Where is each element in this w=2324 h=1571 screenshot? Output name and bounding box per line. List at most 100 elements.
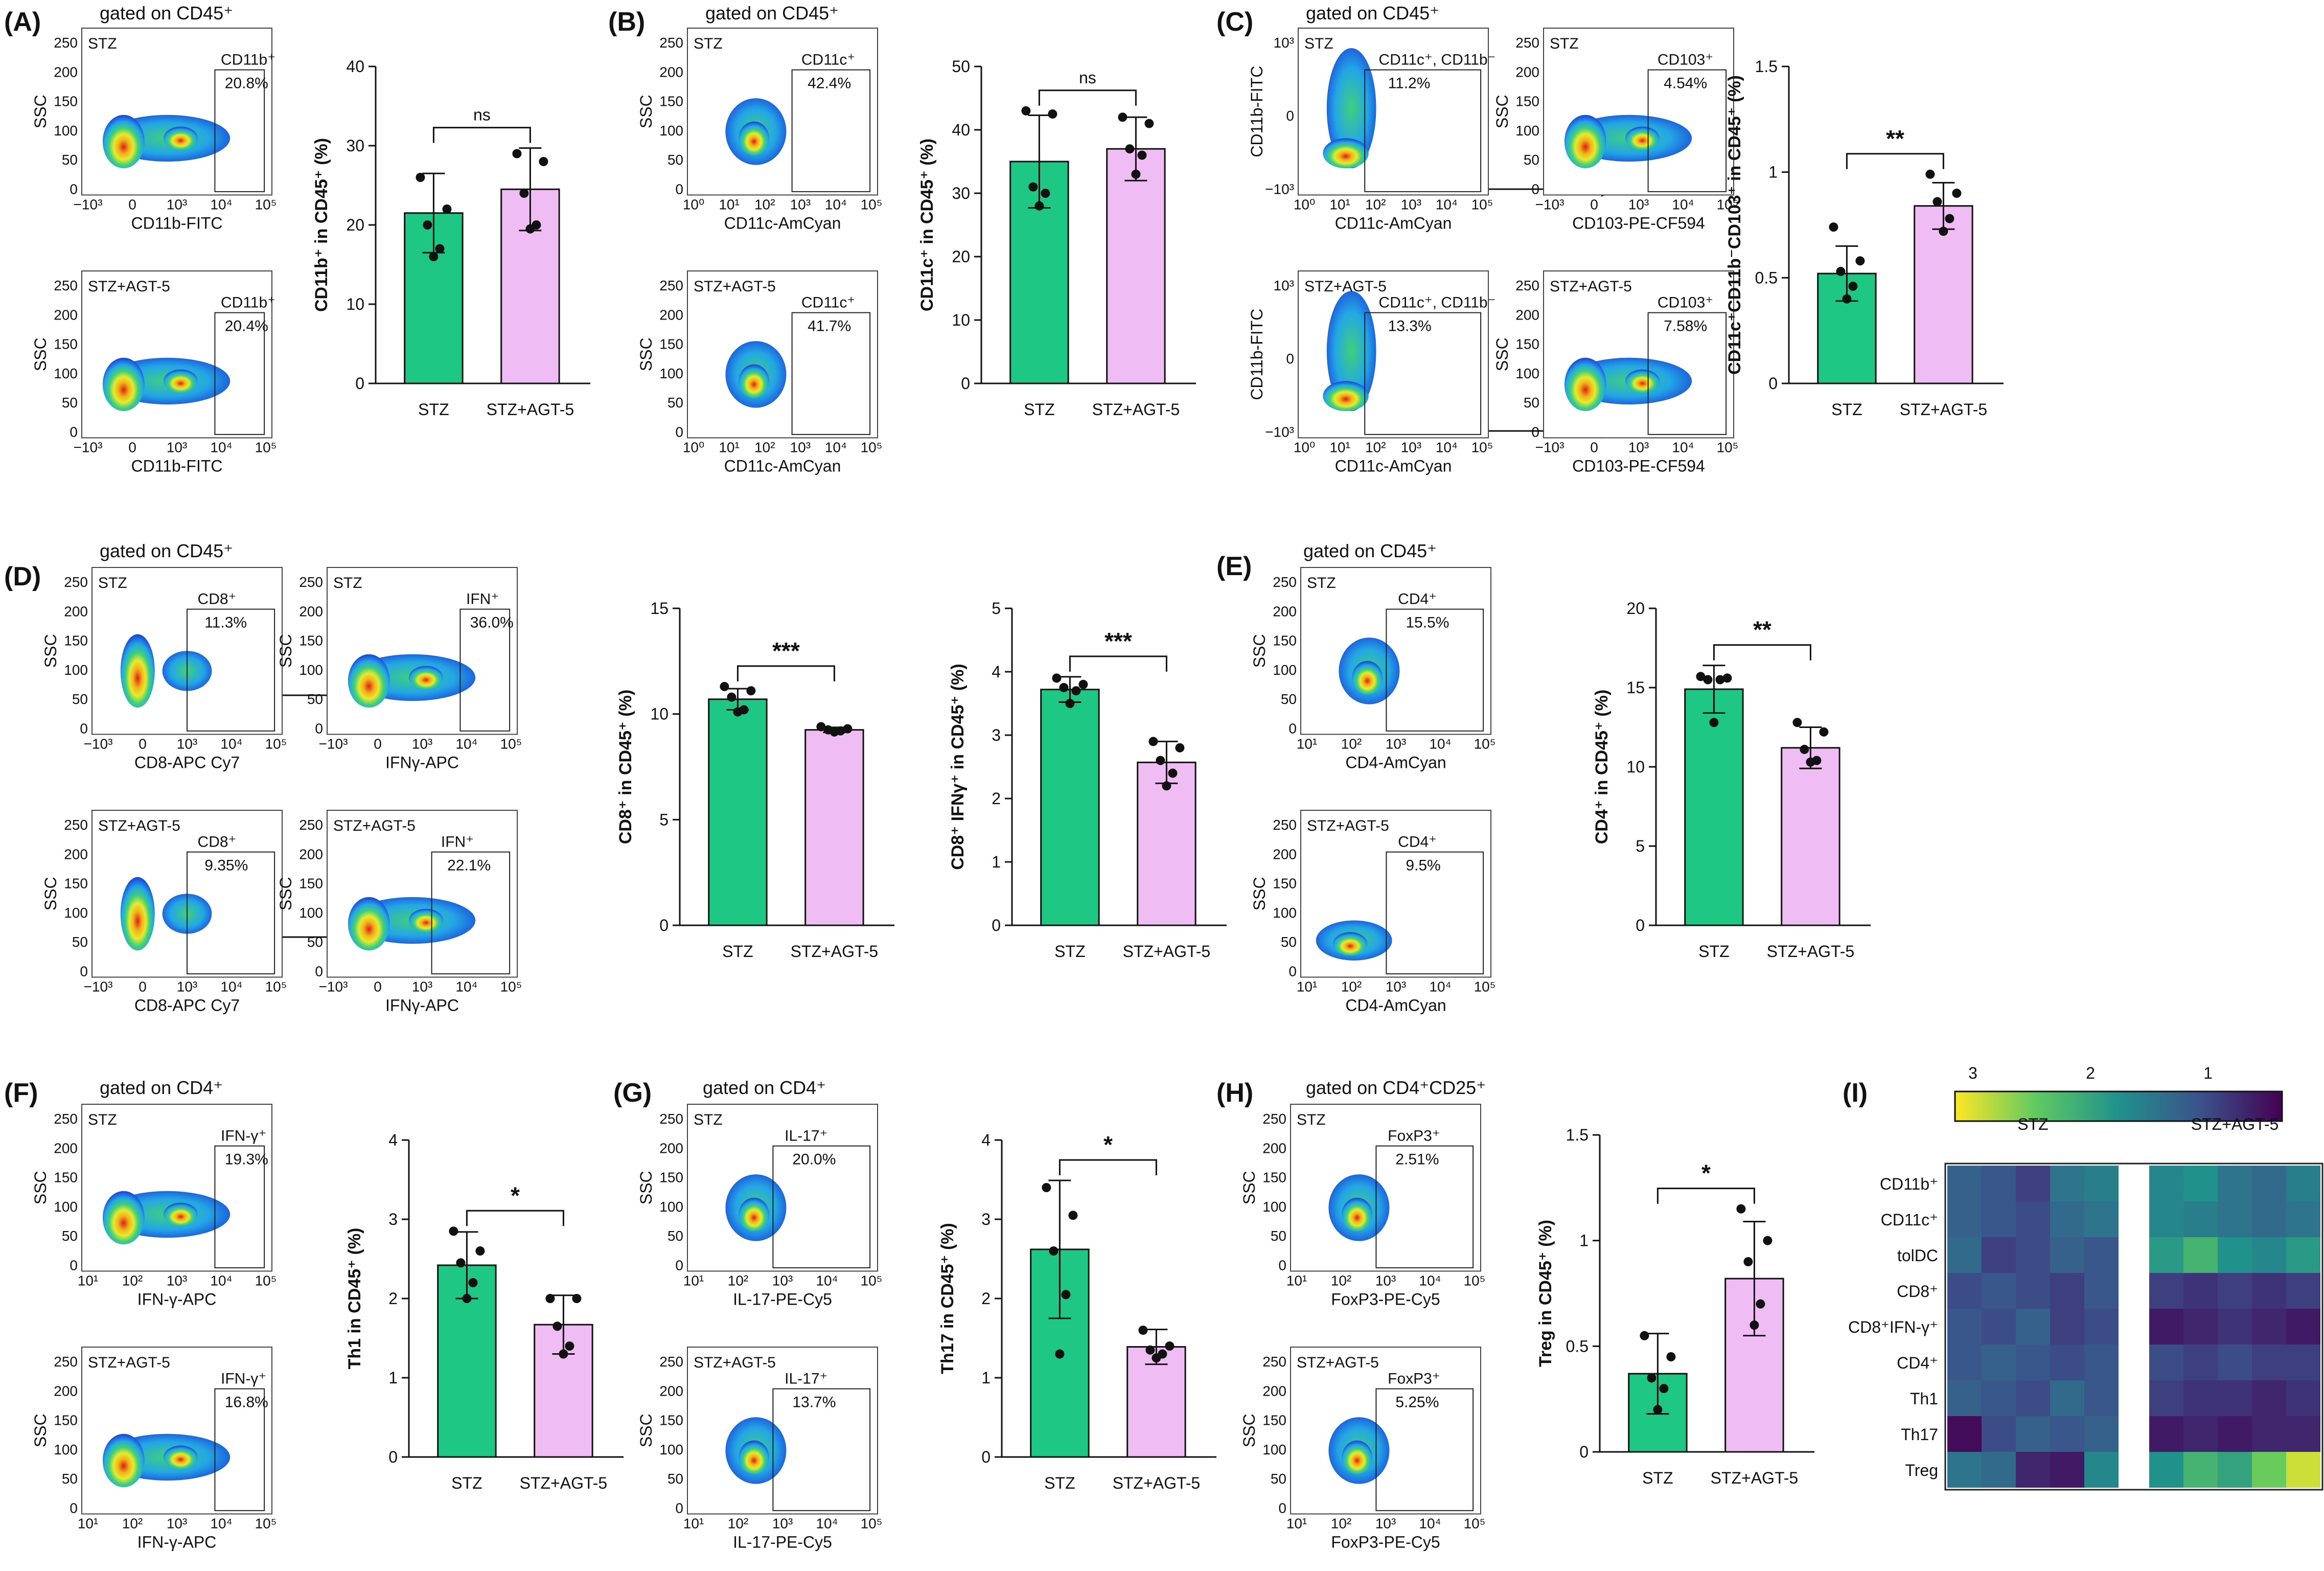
- x-tick-label: 10³: [177, 978, 197, 994]
- y-tick-label: 150: [1262, 1413, 1286, 1428]
- heatmap-cell: [2183, 1273, 2218, 1309]
- flow-plot-frame: [1290, 1347, 1481, 1515]
- data-point: [1715, 675, 1725, 685]
- x-tick-label: 10⁴: [210, 196, 232, 212]
- y-tick-label: 250: [54, 35, 78, 51]
- data-point: [456, 1258, 466, 1268]
- x-tick-label: 10³: [167, 196, 187, 212]
- y-tick-label: 5: [992, 599, 1001, 618]
- y-tick-label: 50: [668, 1228, 683, 1244]
- group-label: STZ+AGT-5: [333, 817, 416, 834]
- y-tick-label: 50: [952, 57, 970, 76]
- heatmap-cell: [1947, 1309, 1982, 1345]
- x-axis-label: CD103-PE-CF594: [1572, 214, 1705, 232]
- y-tick-label: 40: [346, 57, 364, 76]
- data-point: [1756, 1299, 1765, 1309]
- y-tick-label: 10³: [1274, 278, 1294, 293]
- heatmap: 3 2 1 STZ STZ+AGT-5 CD11b⁺ CD11c⁺ tolDC CD8⁺ CD8⁺…: [1848, 1064, 2323, 1491]
- panel-label-d: (D): [4, 562, 41, 591]
- density-core: [408, 908, 443, 932]
- gate-title-b: gated on CD45⁺: [705, 3, 839, 24]
- x-tick-label: 0: [374, 978, 382, 994]
- flow-plot-C-agt-1: CD11c⁺, CD11b⁻ 13.3% STZ+AGT-5 10⁰ 10¹ 10² 10³…: [1248, 270, 1495, 475]
- group-label: STZ: [1550, 35, 1579, 52]
- data-point: [423, 220, 432, 230]
- gate-label: IFN-γ⁺: [221, 1371, 266, 1387]
- category-label: STZ+AGT-5: [1711, 1469, 1799, 1487]
- row-label: CD11b⁺: [1880, 1175, 1938, 1193]
- y-tick-label: 50: [1271, 1228, 1286, 1244]
- panel-label-g: (G): [613, 1078, 652, 1108]
- x-tick-label: 10¹: [1286, 1272, 1307, 1288]
- y-tick-label: 0: [1579, 1443, 1589, 1461]
- heatmap-cell: [2218, 1345, 2252, 1380]
- y-tick-label: 0.5: [1566, 1337, 1589, 1355]
- category-label: STZ: [418, 400, 449, 419]
- y-tick-label: 2: [992, 789, 1001, 808]
- y-tick-label: 0: [1288, 963, 1297, 979]
- gate-title-d: gated on CD45⁺: [100, 540, 233, 561]
- y-tick-label: 250: [64, 817, 88, 833]
- y-tick-label: 0: [1636, 916, 1645, 935]
- data-point: [1653, 1405, 1663, 1415]
- gate-title-c: gated on CD45⁺: [1306, 3, 1439, 24]
- y-tick-label: 0: [1286, 108, 1294, 124]
- flow-plot-frame: [1543, 28, 1734, 196]
- density-core: [163, 369, 198, 393]
- flow-plot-F-agt: IFN-γ⁺ 16.8% STZ+AGT-5 10¹ 10² 10³ 10⁴ 10⁵ 0 50 10…: [31, 1347, 277, 1551]
- density-cloud: [1326, 291, 1376, 412]
- y-tick-label: 0: [1278, 1500, 1286, 1516]
- x-tick-label: 10⁵: [1474, 736, 1496, 752]
- heatmap-cell: [2286, 1201, 2320, 1237]
- data-point: [1829, 222, 1838, 232]
- heatmap-cell: [2016, 1345, 2050, 1380]
- gate-box: [459, 608, 511, 732]
- bar-stz-agt5: [1106, 148, 1166, 384]
- y-tick-label: 20: [346, 216, 364, 234]
- x-axis-label: CD4-AmCyan: [1345, 753, 1446, 771]
- x-tick-label: 10⁵: [265, 978, 287, 994]
- gate-label: CD11c⁺, CD11b⁻: [1378, 294, 1495, 311]
- x-tick-label: 10⁴: [455, 978, 477, 994]
- significance-bracket: [1038, 89, 1137, 106]
- x-tick-label: −10³: [319, 978, 348, 994]
- data-point: [416, 173, 425, 182]
- density-core: [1333, 932, 1368, 955]
- y-axis-label: SSC: [277, 634, 295, 668]
- data-point: [442, 204, 452, 214]
- flow-plot-frame: [81, 1104, 272, 1272]
- y-tick-label: 150: [1515, 336, 1539, 352]
- y-tick-label: 250: [659, 1354, 683, 1370]
- x-tick-label: 10⁴: [210, 439, 232, 455]
- y-tick-label: 150: [1273, 633, 1297, 649]
- gate-percent: 20.4%: [225, 318, 268, 335]
- x-axis-label: CD11b-FITC: [131, 214, 223, 232]
- x-tick-label: 10⁵: [1474, 978, 1496, 994]
- y-tick-label: 250: [1515, 278, 1539, 293]
- y-tick-label: 50: [72, 934, 88, 950]
- heatmap-cell: [2218, 1201, 2252, 1237]
- data-point: [512, 149, 522, 158]
- data-point: [1168, 768, 1178, 778]
- x-axis-label: CD8-APC Cy7: [134, 996, 240, 1014]
- y-tick-label: 50: [668, 395, 683, 411]
- y-tick-label: 150: [64, 876, 88, 892]
- gate-percent: 5.25%: [1395, 1394, 1439, 1411]
- y-tick-label: 50: [307, 691, 323, 707]
- gate-percent: 20.0%: [792, 1151, 836, 1168]
- gate-label: CD8⁺: [198, 591, 237, 608]
- y-axis-label: SSC: [277, 877, 295, 910]
- heatmap-cell: [2149, 1452, 2183, 1488]
- density-core: [102, 357, 145, 412]
- gate-percent: 13.7%: [792, 1394, 836, 1411]
- heatmap-cell: [2286, 1416, 2320, 1452]
- gate-percent: 2.51%: [1395, 1151, 1439, 1168]
- y-tick-label: 0.5: [1755, 268, 1778, 287]
- x-tick-label: −10³: [74, 196, 103, 212]
- y-tick-label: 0: [675, 1500, 683, 1516]
- x-tick-label: 10³: [1401, 196, 1421, 212]
- x-tick-label: 10⁴: [210, 1515, 232, 1531]
- y-tick-label: 3: [981, 1210, 991, 1228]
- y-tick-label: 50: [1524, 152, 1539, 168]
- x-tick-label: 0: [139, 978, 147, 994]
